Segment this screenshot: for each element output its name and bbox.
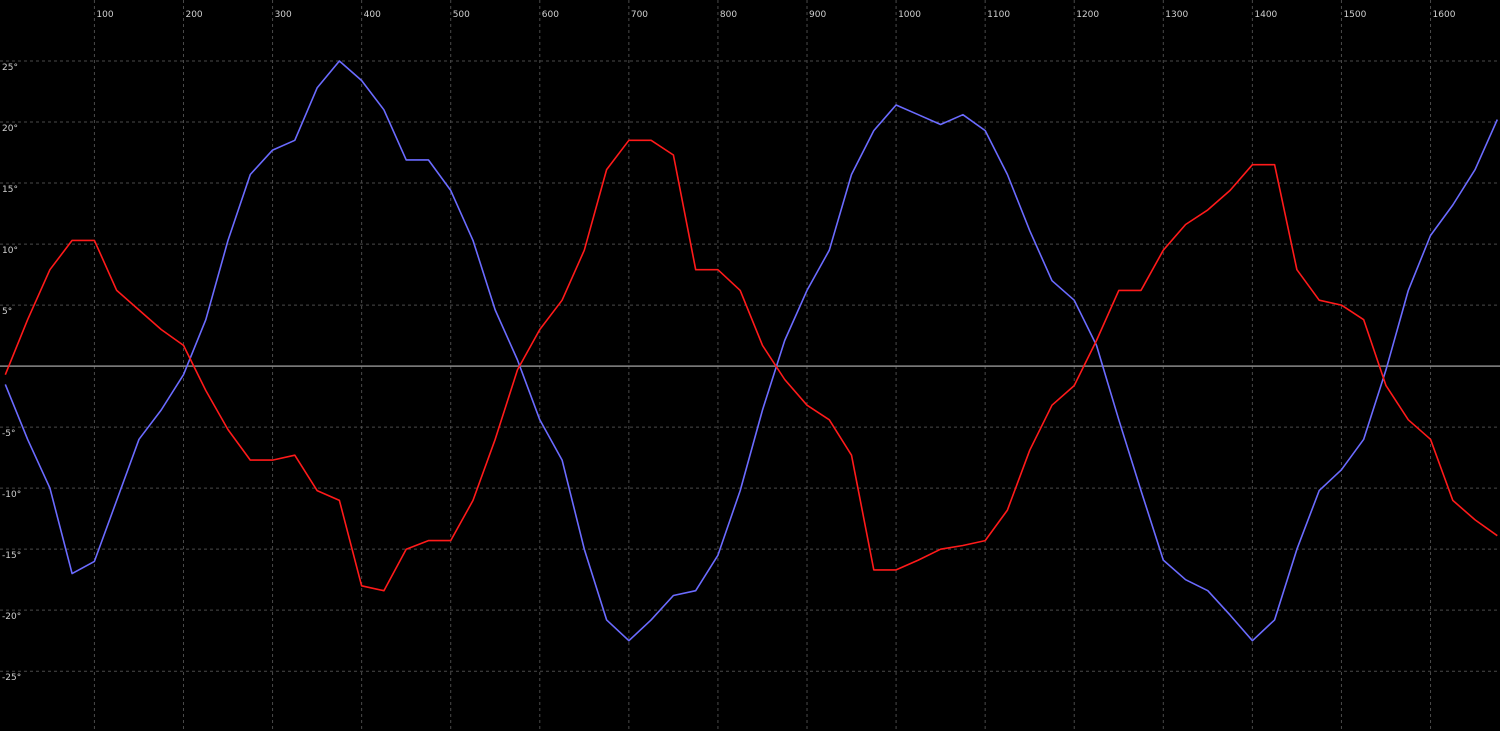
y-tick-label: -15° <box>2 551 21 561</box>
x-tick-label: 300 <box>275 10 292 20</box>
x-tick-label: 1300 <box>1165 10 1188 20</box>
x-tick-label: 200 <box>185 10 202 20</box>
y-tick-label: 10° <box>2 246 18 256</box>
y-tick-label: 25° <box>2 63 18 73</box>
y-tick-label: -10° <box>2 490 21 500</box>
x-tick-label: 1500 <box>1343 10 1366 20</box>
series-line <box>4 60 1499 642</box>
x-tick-label: 100 <box>96 10 113 20</box>
x-tick-label: 1400 <box>1254 10 1277 20</box>
x-tick-label: 400 <box>364 10 381 20</box>
y-tick-label: 5° <box>2 307 12 317</box>
y-tick-label: -20° <box>2 612 21 622</box>
x-tick-label: 1600 <box>1433 10 1456 20</box>
series-line <box>4 139 1498 592</box>
x-tick-label: 1200 <box>1076 10 1099 20</box>
y-tick-label: -25° <box>2 673 21 683</box>
y-tick-label: 15° <box>2 185 18 195</box>
x-tick-label: 1000 <box>898 10 921 20</box>
y-tick-label: -5° <box>2 429 15 439</box>
x-tick-label: 600 <box>542 10 559 20</box>
x-tick-label: 700 <box>631 10 648 20</box>
x-tick-label: 900 <box>809 10 826 20</box>
x-tick-label: 1100 <box>987 10 1010 20</box>
x-tick-label: 500 <box>453 10 470 20</box>
y-tick-label: 20° <box>2 124 18 134</box>
x-tick-label: 800 <box>720 10 737 20</box>
